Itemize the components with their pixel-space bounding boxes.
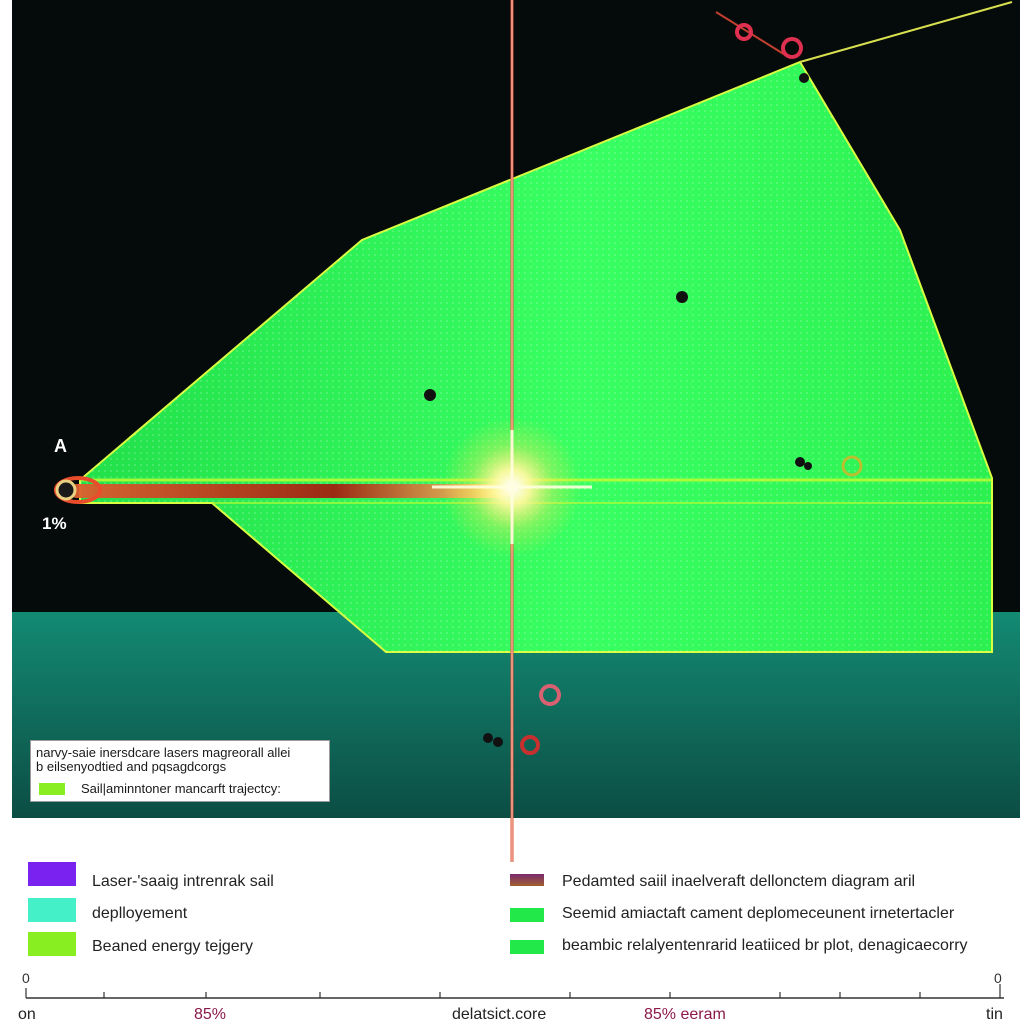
legend-swatch-sail-diagram <box>510 874 544 886</box>
axis-tick-label: tin <box>986 1006 1003 1023</box>
trajectory-line <box>799 1 1013 63</box>
inset-legend-line-1: narvy-saie inersdcare lasers magreorall … <box>36 745 291 760</box>
legend-label-laser-sail: Laser-'saaig intrenrak sail <box>92 873 274 890</box>
legend-swatch-laser-sail <box>28 862 76 886</box>
legend-swatch-beam-plot <box>510 940 544 954</box>
inset-legend: narvy-saie inersdcare lasers magreorall … <box>30 740 330 802</box>
marker-dot <box>799 73 809 83</box>
marker-ring <box>841 455 863 477</box>
marker-dot <box>483 733 493 743</box>
legend-label-deployment: deplloyement <box>92 905 188 922</box>
legend-swatch-deployment <box>28 898 76 922</box>
top-label: A <box>54 436 67 456</box>
marker-dot <box>676 291 688 303</box>
legend-label-beam-plot: beambic relalyentenrarid leatiiced br pl… <box>562 937 968 954</box>
axis-tick-label: 85% <box>194 1006 227 1023</box>
axis-tick-label: delatsict.core <box>452 1006 547 1023</box>
legend-label-beamed-energy: Beaned energy tejgery <box>92 938 253 955</box>
axis-tick-label: on <box>18 1006 36 1023</box>
marker-dot <box>493 737 503 747</box>
marker-ring <box>735 23 753 41</box>
axis-start-label: 0 <box>22 970 30 986</box>
marker-ring <box>539 684 561 706</box>
marker-dot <box>424 389 436 401</box>
marker-dot <box>804 462 812 470</box>
legend-swatch-spacecraft-deployment <box>510 908 544 922</box>
legend-label-sail-diagram: Pedamted saiil inaelveraft dellonctem di… <box>562 873 916 890</box>
axis-end-label: 0 <box>994 970 1002 986</box>
legend-label-spacecraft-deployment: Seemid amiactaft cament deplomeceunent i… <box>562 905 955 922</box>
sail-mesh <box>80 62 992 652</box>
laser-beam <box>70 484 510 498</box>
inset-legend-item-label: Sail|aminntoner mancarft trajectcy: <box>81 781 281 796</box>
marker-ring <box>520 735 540 755</box>
x-axis-ticks <box>25 984 1001 998</box>
beam-origin-node <box>55 479 77 501</box>
marker-ring <box>781 37 803 59</box>
inset-legend-line-2: b eilsenyodtied and pqsagdcorgs <box>36 759 227 774</box>
trajectory-dash <box>715 11 791 59</box>
legend-swatch-beamed-energy <box>28 932 76 956</box>
axis-tick-label: 85% eeram <box>644 1006 726 1023</box>
inset-legend-swatch <box>39 783 65 795</box>
marker-dot <box>795 457 805 467</box>
start-percent-label: 1% <box>42 514 67 533</box>
